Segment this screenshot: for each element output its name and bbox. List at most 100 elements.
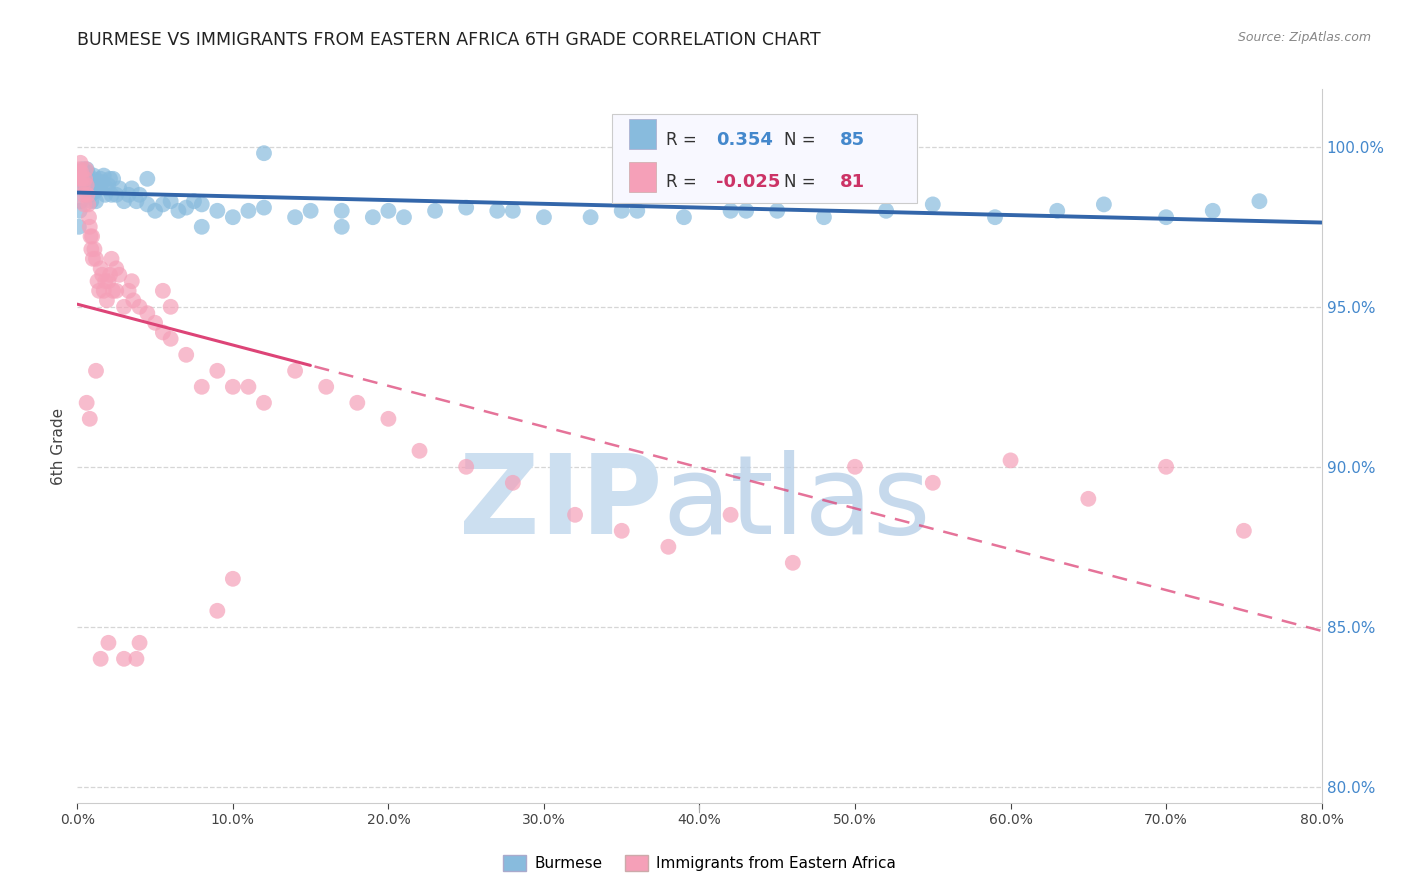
- Point: [408, 443, 430, 458]
- Point: [1233, 524, 1256, 538]
- Point: [98, 268, 121, 282]
- Point: [96, 293, 118, 308]
- Point: [93, 169, 115, 183]
- Point: [121, 181, 143, 195]
- Y-axis label: 6th Grade: 6th Grade: [51, 408, 66, 484]
- Point: [720, 508, 742, 522]
- Point: [76, 162, 98, 177]
- Point: [122, 293, 145, 308]
- Point: [159, 194, 181, 209]
- Point: [77, 197, 100, 211]
- Point: [67, 165, 90, 179]
- Point: [672, 210, 695, 224]
- Point: [152, 284, 174, 298]
- FancyBboxPatch shape: [613, 114, 917, 203]
- Text: N =: N =: [785, 173, 821, 191]
- Point: [97, 274, 120, 288]
- Point: [70, 171, 93, 186]
- Text: atlas: atlas: [662, 450, 931, 557]
- Point: [94, 187, 117, 202]
- Point: [83, 242, 105, 256]
- Point: [79, 229, 101, 244]
- Point: [610, 524, 633, 538]
- Point: [86, 274, 108, 288]
- Point: [79, 219, 101, 234]
- Point: [108, 181, 131, 195]
- Point: [330, 219, 353, 234]
- Point: [79, 181, 101, 195]
- Point: [72, 178, 94, 193]
- FancyBboxPatch shape: [628, 161, 657, 192]
- Point: [84, 252, 107, 266]
- Point: [174, 201, 197, 215]
- Point: [456, 459, 478, 474]
- Point: [361, 210, 384, 224]
- Point: [844, 171, 866, 186]
- Point: [222, 572, 245, 586]
- Point: [72, 171, 94, 186]
- Point: [75, 169, 97, 183]
- Point: [921, 197, 943, 211]
- Point: [207, 203, 229, 218]
- Point: [143, 316, 166, 330]
- Point: [96, 181, 118, 195]
- Point: [564, 508, 586, 522]
- Point: [626, 203, 648, 218]
- Point: [77, 210, 100, 224]
- Point: [143, 203, 166, 218]
- Point: [330, 203, 353, 218]
- Point: [69, 203, 91, 218]
- Point: [91, 175, 114, 189]
- Point: [70, 171, 93, 186]
- Point: [70, 165, 93, 179]
- Point: [159, 332, 181, 346]
- Point: [87, 284, 110, 298]
- Point: [136, 306, 159, 320]
- Point: [118, 284, 141, 298]
- Point: [69, 162, 91, 177]
- Point: [813, 210, 835, 224]
- Point: [191, 380, 214, 394]
- Point: [921, 475, 943, 490]
- Point: [100, 187, 122, 202]
- Point: [108, 268, 131, 282]
- Point: [423, 203, 446, 218]
- Point: [128, 636, 150, 650]
- Point: [152, 326, 174, 340]
- Point: [84, 194, 107, 209]
- Point: [76, 178, 98, 193]
- Legend: Burmese, Immigrants from Eastern Africa: Burmese, Immigrants from Eastern Africa: [498, 849, 901, 877]
- Point: [167, 203, 190, 218]
- Text: -0.025: -0.025: [716, 173, 780, 191]
- Point: [284, 364, 307, 378]
- Point: [82, 229, 104, 244]
- Point: [486, 203, 509, 218]
- Point: [90, 171, 112, 186]
- Text: 0.354: 0.354: [716, 131, 772, 149]
- Point: [125, 652, 148, 666]
- Point: [238, 380, 260, 394]
- Point: [105, 284, 128, 298]
- Point: [657, 540, 679, 554]
- Point: [105, 187, 128, 202]
- Point: [875, 203, 897, 218]
- Point: [128, 187, 150, 202]
- Point: [73, 181, 96, 195]
- Point: [91, 268, 114, 282]
- Point: [844, 459, 866, 474]
- Text: BURMESE VS IMMIGRANTS FROM EASTERN AFRICA 6TH GRADE CORRELATION CHART: BURMESE VS IMMIGRANTS FROM EASTERN AFRIC…: [77, 31, 821, 49]
- Point: [97, 178, 120, 193]
- Text: R =: R =: [666, 173, 702, 191]
- Point: [284, 210, 307, 224]
- Point: [112, 194, 135, 209]
- Point: [207, 604, 229, 618]
- Point: [502, 475, 524, 490]
- Point: [502, 203, 524, 218]
- Point: [1046, 203, 1069, 218]
- Point: [112, 300, 135, 314]
- Point: [253, 396, 276, 410]
- Point: [782, 556, 804, 570]
- Point: [766, 203, 789, 218]
- Point: [73, 197, 96, 211]
- Point: [222, 380, 245, 394]
